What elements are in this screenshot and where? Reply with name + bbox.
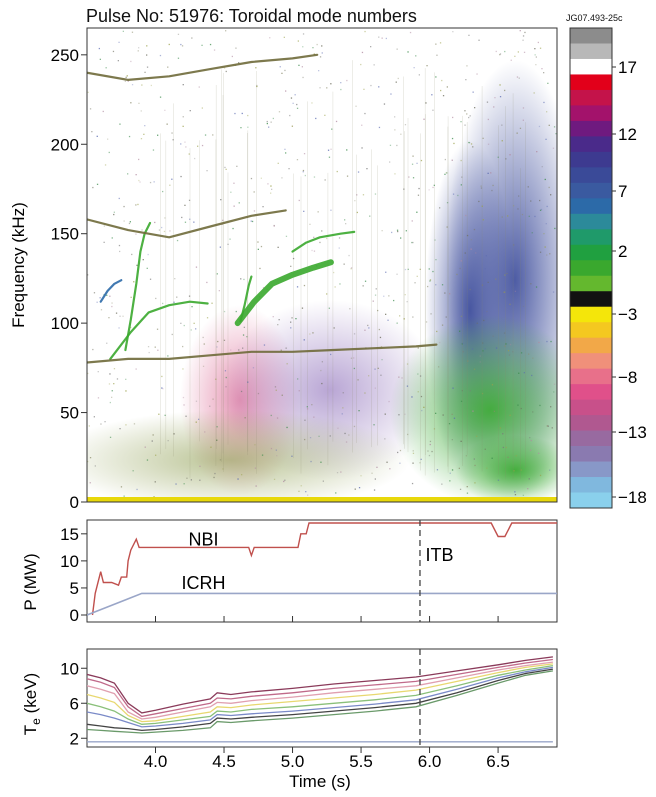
te-series <box>87 668 554 732</box>
colorbar-cell <box>570 322 612 339</box>
mode-line <box>234 259 334 327</box>
colorbar-tick-label: 2 <box>618 242 627 261</box>
spectrogram-frame <box>86 27 558 503</box>
mode-line <box>87 53 319 81</box>
colorbar-cell <box>570 28 612 44</box>
colorbar-tick-label: −8 <box>618 368 637 387</box>
te-series <box>87 666 554 728</box>
x-tick-label: 4.5 <box>212 752 236 771</box>
colorbar-cell <box>570 461 612 478</box>
colorbar-cell <box>570 74 612 91</box>
te-panel: 2 6 10 4.0 4.5 5.0 5.5 6.0 6.5 Te (keV) Time (s… <box>21 648 558 791</box>
colorbar-cell <box>570 120 612 137</box>
y-tick-label: 250 <box>51 46 79 65</box>
y-tick-label: 10 <box>60 552 79 571</box>
y-tick-label: 10 <box>60 659 79 678</box>
spectrogram-background <box>87 30 557 502</box>
mode-line <box>87 343 438 364</box>
colorbar-cell <box>570 167 612 184</box>
y-tick-label: 0 <box>70 606 79 625</box>
colorbar-cell <box>570 368 612 385</box>
te-series <box>87 664 554 725</box>
figure-id: JG07.493-25c <box>566 13 623 23</box>
te-frame <box>86 648 558 748</box>
y-tick-label: 6 <box>70 694 79 713</box>
mode-line <box>87 209 287 239</box>
te-series <box>87 658 553 718</box>
colorbar-cell <box>570 58 612 75</box>
te-series <box>87 661 553 720</box>
mode-line <box>239 275 253 323</box>
colorbar-cell <box>570 291 612 308</box>
power-frame <box>86 519 558 623</box>
colorbar-cell <box>570 151 612 168</box>
te-series <box>87 663 553 723</box>
x-tick-label: 4.0 <box>144 752 168 771</box>
y-tick-label: 15 <box>60 525 79 544</box>
colorbar-cell <box>570 213 612 230</box>
colorbar-cell <box>570 399 612 416</box>
colorbar-tick-label: 7 <box>618 182 627 201</box>
x-tick-label: 6.5 <box>486 752 510 771</box>
chart-title: Pulse No: 51976: Toroidal mode numbers <box>86 6 417 26</box>
y-tick-label: 50 <box>60 404 79 423</box>
x-tick-label: 5.5 <box>349 752 373 771</box>
colorbar-cell <box>570 337 612 354</box>
colorbar-tick-label: 17 <box>618 58 637 77</box>
spectrogram-ylabel: Frequency (kHz) <box>9 202 28 328</box>
colorbar-cell <box>570 306 612 323</box>
power-panel: 0 5 10 15 NBI ICRH ITB P (MW) <box>21 519 558 625</box>
spectrogram-yaxis: 0 50 100 150 200 250 <box>51 46 87 512</box>
colorbar-tick-label: −13 <box>618 423 647 442</box>
colorbar-cell <box>570 43 612 60</box>
colorbar-cell <box>570 384 612 401</box>
y-tick-label: 200 <box>51 135 79 154</box>
mode-line <box>124 221 152 352</box>
colorbar-cell <box>570 430 612 447</box>
y-tick-label: 5 <box>70 579 79 598</box>
colorbar-cell <box>570 229 612 246</box>
colorbar-tick-label: 12 <box>618 125 637 144</box>
y-tick-label: 150 <box>51 225 79 244</box>
colorbar-tick-label: −3 <box>618 305 637 324</box>
colorbar-cell <box>570 446 612 462</box>
te-ylabel: Te (keV) <box>21 673 43 735</box>
colorbar-cell <box>570 260 612 277</box>
colorbar-tick-label: −18 <box>618 488 647 507</box>
x-tick-label: 5.0 <box>281 752 305 771</box>
colorbar-cell <box>570 198 612 215</box>
colorbar-cell <box>570 244 612 261</box>
annotation-nbi: NBI <box>188 530 218 550</box>
annotation-icrh: ICRH <box>181 573 225 593</box>
colorbar: 17 12 7 2 −3 −8 −13 −18 <box>569 27 647 509</box>
colorbar-cell <box>570 136 612 153</box>
colorbar-cell <box>570 275 612 292</box>
annotation-itb: ITB <box>425 545 453 565</box>
y-tick-label: 2 <box>70 729 79 748</box>
colorbar-cell <box>570 492 612 509</box>
spectrogram-speckle <box>87 30 557 498</box>
y-tick-label: 0 <box>70 493 79 512</box>
power-ylabel: P (MW) <box>21 553 40 610</box>
y-tick-label: 100 <box>51 314 79 333</box>
baseline-band <box>87 497 557 502</box>
mode-line <box>291 230 356 253</box>
spectrogram-panel: 0 50 100 150 200 250 Frequency (kHz) <box>9 27 558 512</box>
te-series <box>87 656 553 714</box>
x-tick-label: 6.0 <box>418 752 442 771</box>
colorbar-cell <box>570 182 612 199</box>
series-nbi <box>91 522 557 616</box>
te-series <box>87 670 554 734</box>
colorbar-cell <box>570 415 612 431</box>
spectrogram-modes <box>87 53 438 364</box>
colorbar-cell <box>570 105 612 122</box>
colorbar-cell <box>570 89 612 106</box>
colorbar-cell <box>570 477 612 493</box>
x-axis-label: Time (s) <box>289 772 351 791</box>
mode-line <box>99 279 123 303</box>
series-icrh <box>87 592 557 616</box>
colorbar-cell <box>570 353 612 370</box>
